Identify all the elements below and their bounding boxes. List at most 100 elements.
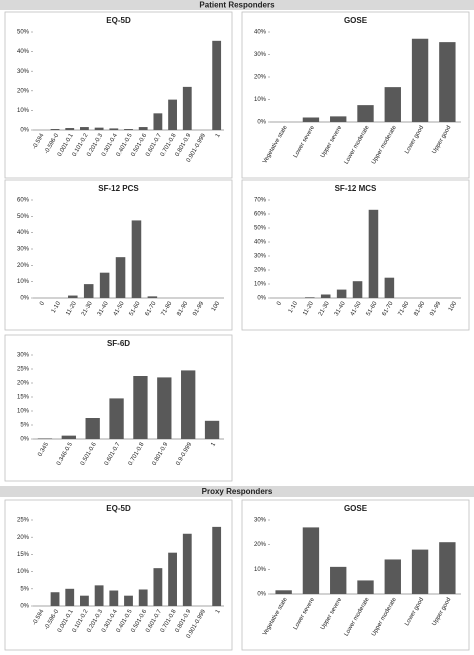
x-tick-label: 1-10 bbox=[51, 300, 63, 314]
y-tick-label: 50% bbox=[254, 226, 267, 232]
bar bbox=[94, 127, 104, 130]
y-tick-label: 15% bbox=[17, 395, 30, 401]
bar bbox=[124, 129, 133, 130]
bar bbox=[305, 297, 315, 298]
bar bbox=[50, 129, 60, 130]
bar bbox=[168, 552, 177, 606]
y-tick-label: 5% bbox=[20, 423, 29, 429]
bar bbox=[109, 128, 119, 130]
bar bbox=[124, 595, 133, 606]
y-tick-label: 30% bbox=[17, 69, 30, 75]
x-tick-label: 0 bbox=[276, 300, 283, 306]
bar bbox=[50, 592, 60, 606]
x-tick-label: 1 bbox=[215, 132, 222, 138]
y-tick-label: 40% bbox=[17, 230, 30, 236]
y-tick-label: 0% bbox=[20, 296, 29, 302]
y-tick-label: 50% bbox=[17, 214, 30, 220]
chart-title: GOSE bbox=[344, 16, 368, 25]
bar bbox=[384, 277, 395, 298]
x-tick-label: 1 bbox=[215, 608, 222, 614]
section-bar bbox=[0, 0, 474, 10]
bar bbox=[65, 588, 75, 606]
panel bbox=[241, 11, 470, 179]
bar bbox=[357, 580, 374, 594]
bar bbox=[330, 116, 347, 122]
bar bbox=[302, 117, 320, 122]
y-tick-label: 25% bbox=[17, 367, 30, 373]
panel bbox=[4, 179, 233, 331]
bar bbox=[153, 568, 163, 606]
bar bbox=[411, 549, 429, 594]
y-tick-label: 25% bbox=[17, 518, 30, 524]
bar bbox=[99, 272, 110, 298]
section-header: Proxy Responders bbox=[202, 487, 273, 496]
y-tick-label: 40% bbox=[254, 30, 267, 36]
y-tick-label: 50% bbox=[17, 30, 30, 36]
y-tick-label: 0% bbox=[20, 604, 29, 610]
bar bbox=[275, 590, 292, 594]
y-tick-label: 10% bbox=[17, 569, 30, 575]
section-bar bbox=[0, 486, 474, 497]
bar bbox=[157, 377, 172, 439]
chart-title: SF-12 PCS bbox=[98, 184, 139, 193]
y-tick-label: 60% bbox=[17, 198, 30, 204]
y-tick-label: 10% bbox=[17, 409, 30, 415]
y-tick-label: 20% bbox=[17, 535, 30, 541]
bar bbox=[302, 527, 320, 594]
x-tick-label: 100 bbox=[211, 300, 222, 312]
bar bbox=[330, 566, 347, 594]
y-tick-label: 40% bbox=[17, 49, 30, 55]
bar bbox=[439, 542, 456, 594]
y-tick-label: 30% bbox=[17, 247, 30, 253]
y-tick-label: 30% bbox=[254, 254, 267, 260]
bar bbox=[439, 42, 456, 122]
bar bbox=[80, 595, 89, 606]
bar bbox=[336, 289, 347, 298]
bar bbox=[182, 533, 192, 606]
bar bbox=[80, 127, 89, 130]
bar bbox=[357, 105, 374, 122]
bar bbox=[83, 284, 94, 298]
panel bbox=[4, 11, 233, 179]
chart-title: SF-12 MCS bbox=[335, 184, 377, 193]
bar bbox=[384, 87, 401, 122]
x-tick-label: 0 bbox=[39, 300, 46, 306]
y-tick-label: 0% bbox=[20, 437, 29, 443]
y-tick-label: 10% bbox=[254, 282, 267, 288]
bar bbox=[352, 281, 363, 298]
y-tick-label: 20% bbox=[254, 268, 267, 274]
y-tick-label: 10% bbox=[254, 97, 267, 103]
y-tick-label: 30% bbox=[254, 518, 267, 524]
bar bbox=[182, 86, 192, 130]
bar bbox=[212, 40, 222, 130]
bar bbox=[153, 113, 163, 130]
bar bbox=[68, 295, 78, 298]
y-tick-label: 20% bbox=[17, 88, 30, 94]
panel bbox=[4, 499, 233, 651]
bar bbox=[131, 220, 142, 298]
bar bbox=[85, 418, 100, 439]
chart-title: EQ-5D bbox=[106, 16, 131, 25]
bar bbox=[212, 526, 222, 606]
y-tick-label: 60% bbox=[254, 212, 267, 218]
bar bbox=[65, 128, 75, 130]
chart-title: EQ-5D bbox=[106, 504, 131, 513]
bar bbox=[168, 99, 177, 130]
bar bbox=[181, 370, 196, 439]
y-tick-label: 20% bbox=[17, 263, 30, 269]
y-tick-label: 70% bbox=[254, 198, 267, 204]
panel bbox=[241, 179, 470, 331]
x-tick-label: 1-10 bbox=[288, 300, 300, 314]
bar bbox=[138, 589, 148, 606]
y-tick-label: 30% bbox=[17, 353, 30, 359]
panel bbox=[241, 499, 470, 651]
bar bbox=[37, 438, 53, 439]
bar bbox=[94, 585, 104, 606]
y-tick-label: 15% bbox=[17, 552, 30, 558]
chart-title: GOSE bbox=[344, 504, 368, 513]
chart-title: SF-6D bbox=[107, 339, 130, 348]
y-tick-label: 20% bbox=[17, 381, 30, 387]
y-tick-label: 20% bbox=[254, 542, 267, 548]
bar bbox=[133, 376, 148, 439]
